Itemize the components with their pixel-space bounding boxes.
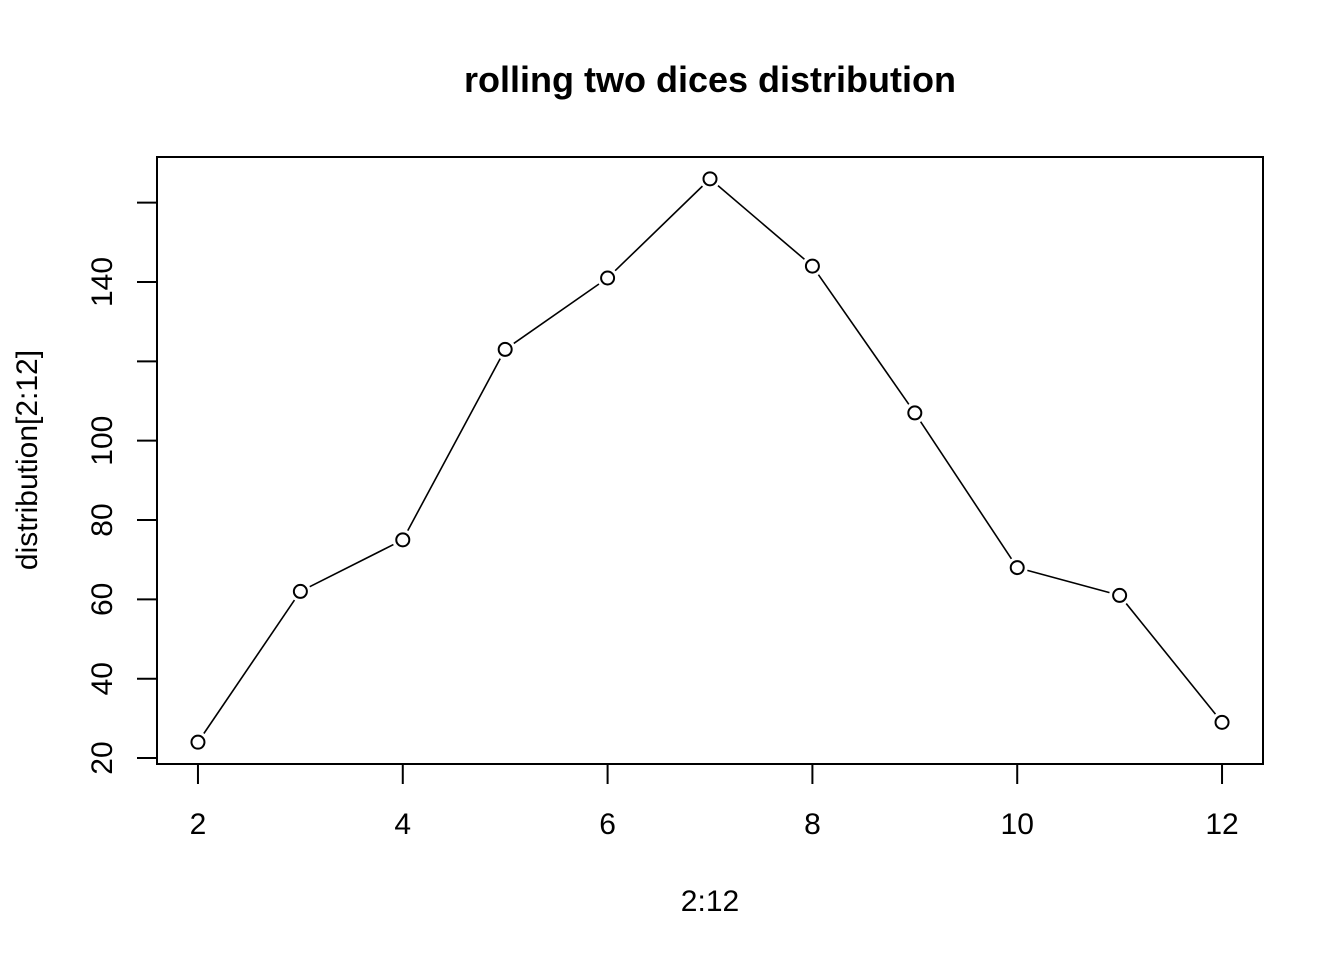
data-point	[1112, 587, 1128, 603]
data-point	[702, 171, 718, 187]
y-tick-label: 40	[86, 662, 119, 695]
y-tick-label: 80	[86, 503, 119, 536]
x-axis: 2 4 6 8 10 12	[190, 763, 1239, 841]
data-point	[190, 734, 206, 750]
x-tick-label: 6	[599, 808, 616, 841]
data-point	[600, 270, 616, 286]
data-point	[292, 583, 308, 599]
y-tick-label: 20	[86, 741, 119, 774]
series-layer	[190, 171, 1230, 750]
data-point	[804, 258, 820, 274]
y-tick-label: 140	[86, 257, 119, 307]
data-point	[395, 532, 411, 548]
series-segment	[407, 358, 501, 531]
data-point	[1214, 714, 1230, 730]
series-segment	[919, 421, 1013, 560]
x-tick-label: 12	[1205, 808, 1238, 841]
series-segment	[1027, 569, 1110, 594]
series-segment	[614, 185, 704, 272]
series-segment	[513, 283, 600, 345]
y-tick-label: 100	[86, 416, 119, 466]
series-segment	[717, 185, 805, 260]
x-tick-label: 8	[804, 808, 821, 841]
plot-frame	[156, 156, 1264, 765]
y-axis-title: distribution[2:12]	[11, 350, 44, 570]
x-tick-label: 2	[190, 808, 207, 841]
y-tick-label: 60	[86, 583, 119, 616]
x-tick-label: 4	[394, 808, 411, 841]
series-segment	[309, 543, 394, 588]
x-tick-label: 10	[1001, 808, 1034, 841]
data-point	[907, 405, 923, 421]
y-axis: 20 40 60 80 100 140	[86, 201, 158, 775]
data-point	[1009, 560, 1025, 576]
data-point	[497, 341, 513, 357]
series-segment	[817, 274, 910, 405]
chart-title: rolling two dices distribution	[464, 59, 956, 100]
series-segment	[203, 599, 296, 734]
x-axis-title: 2:12	[681, 885, 739, 918]
series-segment	[1125, 603, 1217, 715]
